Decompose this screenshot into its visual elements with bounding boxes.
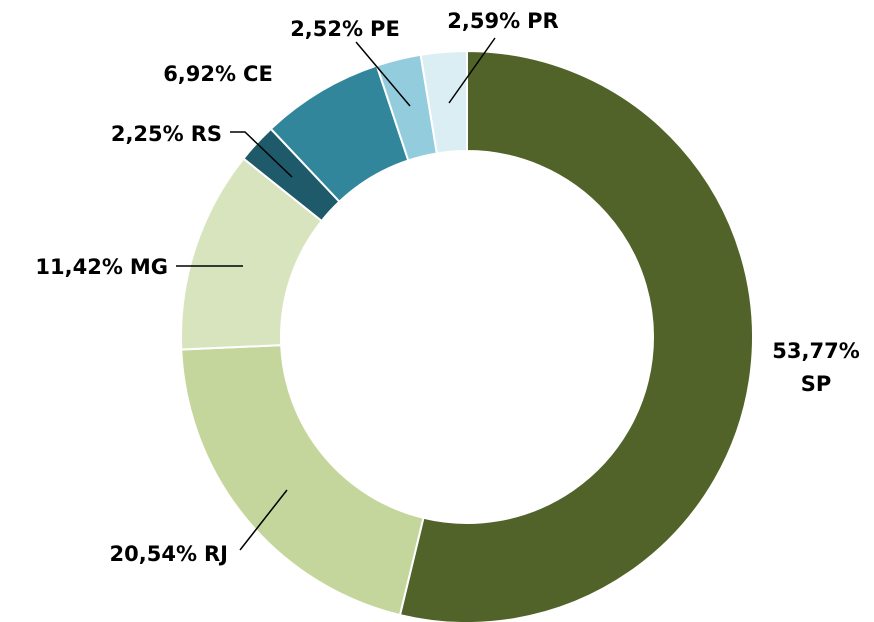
- leader-line: [230, 131, 293, 178]
- category-label: MG: [130, 255, 168, 279]
- data-label: 2,59% PR: [447, 9, 558, 33]
- donut-slice: [398, 49, 754, 622]
- value-label: 20,54%: [110, 542, 197, 566]
- value-label: 2,52%: [290, 17, 363, 41]
- leader-line: [239, 489, 288, 551]
- data-label: 2,52% PE: [290, 17, 400, 41]
- category-label: RJ: [204, 542, 228, 566]
- value-label: 11,42%: [35, 255, 122, 279]
- category-label: CE: [243, 62, 273, 86]
- value-label: 53,77%: [772, 339, 859, 363]
- data-label: 20,54% RJ: [110, 542, 228, 566]
- value-label: 6,92%: [163, 62, 236, 86]
- data-label: 2,25% RS: [111, 122, 222, 146]
- leader-line: [355, 41, 411, 107]
- value-label: 2,25%: [111, 122, 184, 146]
- category-label: SP: [801, 372, 832, 396]
- donut-slice: [419, 49, 468, 155]
- leader-line: [448, 37, 496, 104]
- category-label: PE: [370, 17, 400, 41]
- category-label: PR: [527, 9, 559, 33]
- data-label: 53,77% SP: [772, 339, 859, 396]
- data-label: 6,92% CE: [163, 62, 273, 86]
- category-label: RS: [191, 122, 222, 146]
- donut-slice: [180, 344, 425, 617]
- data-label: 11,42% MG: [35, 255, 168, 279]
- value-label: 2,59%: [447, 9, 520, 33]
